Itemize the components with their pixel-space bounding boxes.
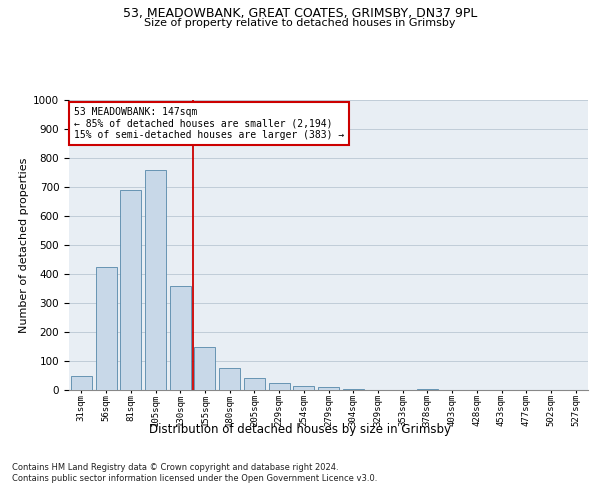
Bar [417, 388, 438, 390]
Bar [269, 383, 290, 390]
Bar [145, 170, 166, 390]
Bar [343, 388, 364, 390]
Bar [71, 376, 92, 390]
Bar [120, 190, 141, 390]
Text: 53 MEADOWBANK: 147sqm
← 85% of detached houses are smaller (2,194)
15% of semi-d: 53 MEADOWBANK: 147sqm ← 85% of detached … [74, 108, 344, 140]
Bar [219, 368, 240, 390]
Bar [318, 387, 339, 390]
Text: Distribution of detached houses by size in Grimsby: Distribution of detached houses by size … [149, 422, 451, 436]
Text: Size of property relative to detached houses in Grimsby: Size of property relative to detached ho… [144, 18, 456, 28]
Bar [95, 267, 116, 390]
Bar [170, 286, 191, 390]
Text: Contains HM Land Registry data © Crown copyright and database right 2024.: Contains HM Land Registry data © Crown c… [12, 462, 338, 471]
Text: Contains public sector information licensed under the Open Government Licence v3: Contains public sector information licen… [12, 474, 377, 483]
Text: 53, MEADOWBANK, GREAT COATES, GRIMSBY, DN37 9PL: 53, MEADOWBANK, GREAT COATES, GRIMSBY, D… [123, 8, 477, 20]
Bar [194, 346, 215, 390]
Bar [293, 386, 314, 390]
Y-axis label: Number of detached properties: Number of detached properties [19, 158, 29, 332]
Bar [244, 378, 265, 390]
